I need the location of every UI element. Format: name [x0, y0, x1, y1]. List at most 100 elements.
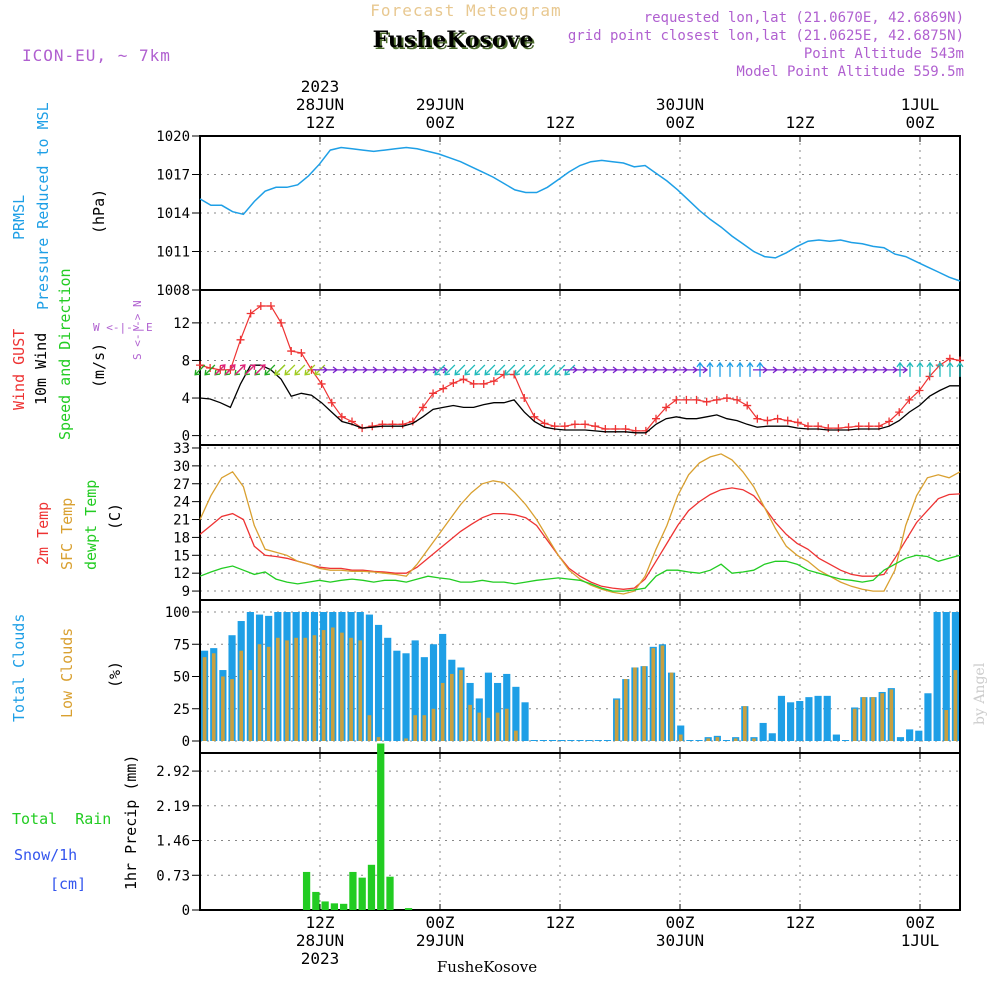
- wind-arrow-4: [464, 364, 476, 376]
- precip-unit: 1hr Precip (mm): [122, 755, 140, 890]
- wind-arrow-4: [524, 364, 536, 376]
- wind-arrow-4: [474, 364, 486, 376]
- total-cloud-bar: [814, 695, 822, 741]
- pressure-ytick-label-4: 1020: [156, 129, 190, 145]
- total-cloud-bar: [384, 637, 392, 741]
- total-cloud-bar: [942, 612, 950, 741]
- low-cloud-bar: [413, 715, 418, 741]
- wind-line: [199, 364, 960, 434]
- bottom-axis-label-5-1: 1JUL: [901, 931, 940, 950]
- low-cloud-bar: [953, 670, 958, 741]
- precip-ytick-label-4: 2.92: [156, 764, 190, 780]
- clouds-label-total: Total Clouds: [10, 614, 28, 722]
- top-axis-label-5-1: 00Z: [906, 113, 935, 132]
- low-cloud-bar: [862, 697, 866, 741]
- gust-marker: [236, 335, 245, 344]
- prmsl-line: [199, 146, 961, 282]
- wind-ytick-label-3: 12: [173, 316, 190, 332]
- top-axis-label-0-0: 2023: [301, 77, 340, 96]
- gust-marker: [915, 386, 924, 395]
- bottom-axis-label-0-1: 28JUN: [296, 931, 344, 950]
- gust-marker: [793, 418, 802, 427]
- clouds-panel: 0 25 50 75 100: [165, 599, 961, 754]
- wind-ytick-label-0: 0: [182, 429, 190, 445]
- rain-bar: [302, 871, 311, 910]
- wind-arrow-6: [726, 361, 734, 377]
- low-cloud-bar: [202, 657, 207, 741]
- precip-frame: [199, 752, 961, 911]
- low-cloud-bar: [623, 679, 628, 741]
- gust-marker: [591, 422, 600, 431]
- temp-ytick-label-1: 12: [173, 566, 190, 582]
- wind-unit: (m/s): [90, 343, 108, 388]
- total-cloud-bar: [841, 740, 850, 741]
- precip-ytick-label-3: 2.19: [156, 799, 190, 815]
- wind-arrow-4: [494, 364, 506, 376]
- pressure-label-1: PRMSL: [10, 195, 28, 240]
- low-cloud-bar: [660, 645, 665, 741]
- pressure-ytick-label-3: 1017: [156, 168, 190, 184]
- total-cloud-bar: [594, 740, 602, 741]
- total-cloud-bar: [393, 650, 401, 741]
- bottom-axis-label-2-0: 12Z: [546, 913, 575, 932]
- precip-label-cm: [cm]: [50, 875, 86, 893]
- wind-arrow-8: [946, 361, 954, 377]
- low-cloud-bar: [340, 632, 344, 741]
- model-name: ICON-EU, ~ 7km: [22, 46, 171, 65]
- requested-lonlat: requested lon,lat (21.0670E, 42.6869N): [644, 10, 964, 26]
- temp-label-dewpt: dewpt Temp: [82, 480, 100, 570]
- wind-arrow-0: [204, 364, 216, 376]
- temp-ytick-label-3: 18: [173, 530, 190, 546]
- total-cloud-bar: [484, 672, 493, 741]
- temp-ytick-label-2: 15: [173, 548, 190, 564]
- wind-arrow-4: [484, 364, 496, 376]
- low-cloud-bar: [742, 706, 747, 741]
- total-cloud-bar: [567, 740, 575, 741]
- low-cloud-bar: [285, 640, 289, 741]
- total-cloud-bar: [686, 740, 694, 741]
- low-cloud-bar: [733, 738, 738, 741]
- clouds-unit: (%): [106, 661, 124, 688]
- bottom-axis-label-4-0: 12Z: [786, 913, 815, 932]
- wind-arrow-6: [736, 361, 744, 377]
- rain-bar: [367, 864, 376, 910]
- gust-marker: [692, 395, 701, 404]
- gust-marker: [581, 420, 590, 429]
- total-cloud-bar: [603, 740, 612, 741]
- credit-watermark: by Angel: [972, 662, 988, 725]
- wind-arrow-2: [274, 364, 286, 376]
- location-title: FusheKosove: [375, 29, 536, 55]
- total-cloud-bar: [933, 612, 941, 741]
- wind-label-speed-dir: Speed and Direction: [56, 268, 74, 440]
- top-axis-label-3-1: 00Z: [666, 113, 695, 132]
- low-cloud-bar: [422, 715, 427, 741]
- gust-marker: [489, 377, 498, 386]
- wind-label-gust: Wind GUST: [10, 329, 28, 410]
- wind-label-10m: 10m Wind: [32, 333, 50, 405]
- total-cloud-bar: [512, 686, 520, 741]
- total-cloud-bar: [411, 640, 419, 741]
- total-cloud-bar: [402, 653, 410, 741]
- low-cloud-bar: [871, 697, 875, 741]
- low-cloud-bar: [239, 650, 244, 741]
- gust-marker: [733, 395, 742, 404]
- low-cloud-bar: [477, 712, 482, 741]
- low-cloud-bar: [358, 640, 363, 741]
- wind-arrow-4: [454, 364, 466, 376]
- low-cloud-bar: [614, 699, 619, 741]
- total-cloud-bar: [521, 702, 529, 741]
- temp-ytick-label-0: 9: [182, 584, 190, 600]
- wind-arrow-1: [214, 364, 226, 376]
- temp-label-2m: 2m Temp: [34, 502, 52, 565]
- gust-marker: [196, 361, 204, 370]
- low-cloud-bar: [376, 737, 381, 741]
- gust-marker: [388, 420, 397, 429]
- gust-marker: [743, 401, 752, 410]
- low-cloud-bar: [880, 693, 884, 741]
- gust-marker: [682, 395, 691, 404]
- rain-bar: [340, 903, 348, 910]
- total-cloud-bar: [576, 740, 584, 741]
- gust-marker: [378, 420, 387, 429]
- low-cloud-bar: [889, 689, 894, 741]
